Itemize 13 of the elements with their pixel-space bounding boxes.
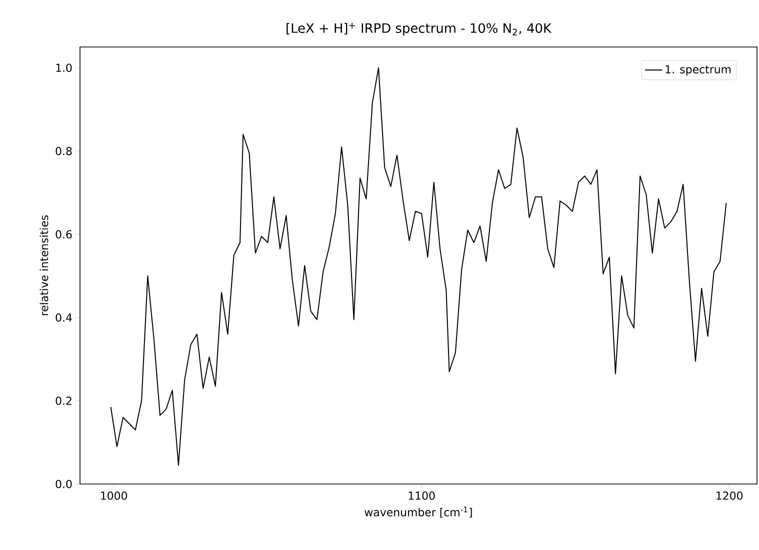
y-tick-label: 0.8 <box>56 146 72 156</box>
y-tick-label: 0.2 <box>56 396 72 405</box>
x-axis-title: wavenumber [cm$^{-1}$] <box>364 506 472 518</box>
y-tick-label: 0.4 <box>56 313 72 322</box>
y-tick-label: 0.0 <box>56 480 72 488</box>
x-tick-label: 1100 <box>408 492 435 500</box>
chart-title: [LeX + H]$^{+}$ IRPD spectrum - 10% N$_{2}$, 40K <box>286 22 552 36</box>
y-tick-label: 1.0 <box>56 64 72 72</box>
x-tick-label: 1200 <box>716 492 743 500</box>
legend-label: 1. spectrum <box>666 65 731 76</box>
y-tick-label: 0.6 <box>56 230 72 238</box>
y-axis-title: relative intensities <box>40 215 48 316</box>
x-tick-label: 1000 <box>101 492 128 500</box>
